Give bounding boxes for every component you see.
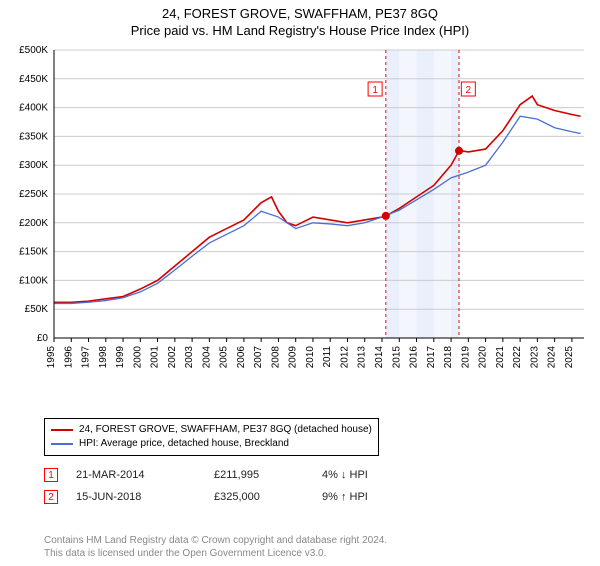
y-tick-label: £450K [19,74,48,85]
sales-table: 1 21-MAR-2014 £211,995 4% ↓ HPI 2 15-JUN-2018… [44,464,574,508]
y-tick-label: £0 [37,333,49,344]
y-tick-label: £350K [19,131,48,142]
x-tick-label: 2017 [426,346,437,369]
legend: 24, FOREST GROVE, SWAFFHAM, PE37 8GQ (de… [44,418,379,456]
y-tick-label: £250K [19,189,48,200]
x-tick-label: 2020 [478,346,489,369]
sale-marker-box: 1 [44,468,58,482]
x-tick-label: 2025 [564,346,575,369]
sale-date: 15-JUN-2018 [76,491,196,503]
footnote: Contains HM Land Registry data © Crown c… [44,534,387,560]
x-tick-label: 2008 [270,346,281,369]
legend-item: 24, FOREST GROVE, SWAFFHAM, PE37 8GQ (de… [51,423,372,437]
x-tick-label: 2023 [529,346,540,369]
band-label-text: 2 [466,85,472,96]
footnote-line1: Contains HM Land Registry data © Crown c… [44,534,387,547]
y-tick-label: £300K [19,160,48,171]
legend-item: HPI: Average price, detached house, Brec… [51,437,372,451]
x-tick-label: 2019 [460,346,471,369]
x-tick-label: 2016 [409,346,420,369]
x-tick-label: 2005 [219,346,230,369]
footnote-line2: This data is licensed under the Open Gov… [44,547,387,560]
x-tick-label: 2009 [288,346,299,369]
x-tick-label: 2015 [391,346,402,369]
x-tick-label: 2001 [150,346,161,369]
sale-pct: 9% ↑ HPI [322,491,422,503]
sale-price: £211,995 [214,469,304,481]
chart-container: 24, FOREST GROVE, SWAFFHAM, PE37 8GQ Pri… [0,6,600,566]
x-tick-label: 2024 [547,346,558,369]
legend-label: 24, FOREST GROVE, SWAFFHAM, PE37 8GQ (de… [79,423,372,437]
x-tick-label: 2014 [374,346,385,369]
chart-area: £0 £50K £100K £150K £200K £250K £300K £350K £400… [10,42,590,402]
titles: 24, FOREST GROVE, SWAFFHAM, PE37 8GQ Pri… [0,6,600,38]
y-tick-label: £500K [19,45,48,56]
x-tick-label: 1996 [63,346,74,369]
x-tick-label: 2021 [495,346,506,369]
sale-marker-box: 2 [44,490,58,504]
x-tick-label: 1997 [81,346,92,369]
x-tick-label: 2006 [236,346,247,369]
band-label-text: 1 [372,85,378,96]
x-tick-label: 2003 [184,346,195,369]
legend-swatch [51,443,73,445]
x-tick-label: 2010 [305,346,316,369]
y-tick-label: £400K [19,103,48,114]
x-tick-label: 2022 [512,346,523,369]
sale-price: £325,000 [214,491,304,503]
y-tick-label: £50K [25,304,49,315]
x-tick-label: 2013 [357,346,368,369]
x-tick-label: 1999 [115,346,126,369]
sales-row: 2 15-JUN-2018 £325,000 9% ↑ HPI [44,486,574,508]
sale-pct: 4% ↓ HPI [322,469,422,481]
x-tick-label: 2012 [339,346,350,369]
sales-row: 1 21-MAR-2014 £211,995 4% ↓ HPI [44,464,574,486]
x-tick-label: 2018 [443,346,454,369]
sale-marker [455,147,463,155]
x-tick-label: 2000 [132,346,143,369]
x-tick-label: 2002 [167,346,178,369]
y-tick-label: £100K [19,275,48,286]
line-chart: £0 £50K £100K £150K £200K £250K £300K £350K £400… [10,42,590,402]
sale-date: 21-MAR-2014 [76,469,196,481]
title-subtitle: Price paid vs. HM Land Registry's House … [0,23,600,38]
x-tick-label: 1998 [98,346,109,369]
x-tick-label: 2007 [253,346,264,369]
y-tick-label: £200K [19,218,48,229]
y-tick-label: £150K [19,247,48,258]
x-tick-label: 2004 [201,346,212,369]
x-tick-label: 1995 [46,346,57,369]
legend-swatch [51,429,73,431]
title-address: 24, FOREST GROVE, SWAFFHAM, PE37 8GQ [0,6,600,21]
legend-label: HPI: Average price, detached house, Brec… [79,437,289,451]
x-tick-label: 2011 [322,346,333,368]
sale-marker [382,212,390,220]
